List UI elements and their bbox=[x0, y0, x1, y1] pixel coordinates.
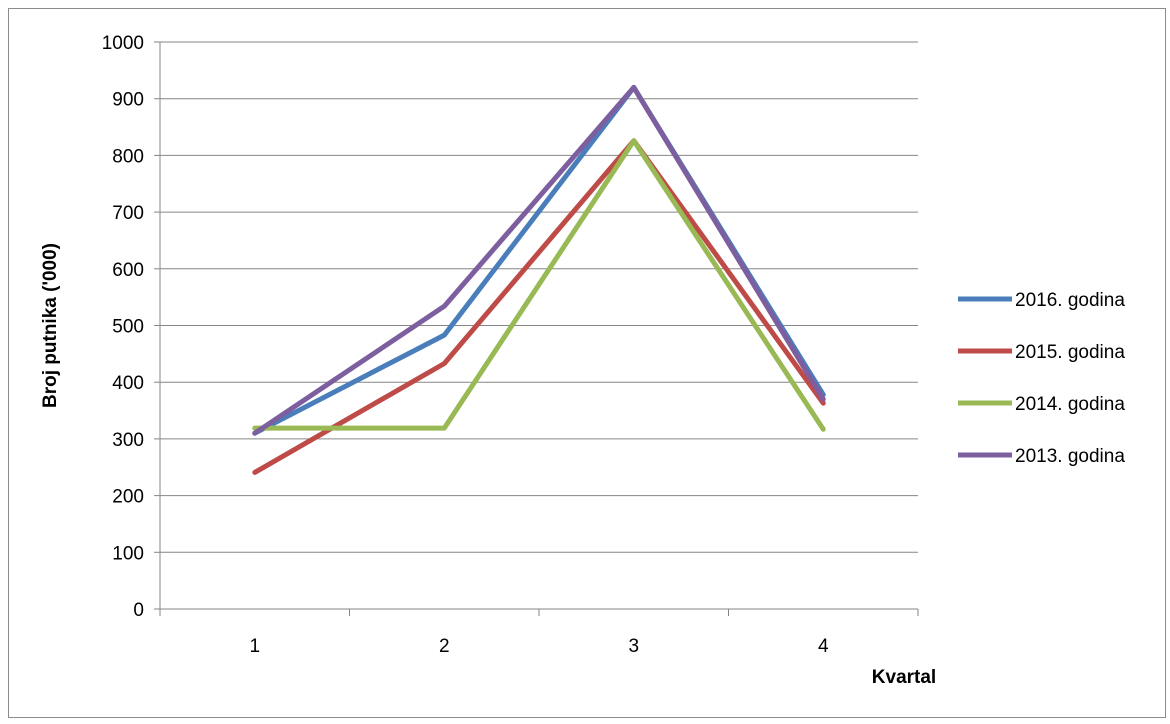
y-tick-label: 600 bbox=[112, 260, 144, 281]
gridlines bbox=[160, 41, 918, 553]
legend-label: 2014. godina bbox=[1015, 394, 1125, 415]
y-tick-label: 100 bbox=[112, 543, 144, 564]
y-tick-label: 400 bbox=[112, 373, 144, 394]
series-line-3 bbox=[252, 138, 826, 432]
y-tick-label: 300 bbox=[112, 430, 144, 451]
chart-frame bbox=[8, 8, 1166, 718]
y-tick-labels: 0 100 200 300 400 500 600 700 800 900 1000 bbox=[102, 33, 144, 621]
x-tick-label: 1 bbox=[249, 636, 260, 657]
series-line-2 bbox=[252, 138, 826, 475]
y-tick-label: 500 bbox=[112, 317, 144, 338]
series-lines bbox=[252, 84, 826, 475]
y-tick-label: 900 bbox=[112, 90, 144, 111]
series-line-4 bbox=[252, 84, 826, 436]
legend-label: 2016. godina bbox=[1015, 290, 1125, 311]
axes bbox=[154, 41, 919, 616]
y-tick-label: 1000 bbox=[102, 33, 144, 54]
y-tick-label: 700 bbox=[112, 203, 144, 224]
legend: 2016. godina 2015. godina 2014. godina 2013… bbox=[958, 290, 1125, 467]
y-tick-label: 0 bbox=[133, 600, 144, 621]
legend-label: 2015. godina bbox=[1015, 342, 1125, 363]
y-tick-label: 800 bbox=[112, 146, 144, 167]
x-tick-label: 3 bbox=[628, 636, 639, 657]
y-tick-label: 200 bbox=[112, 487, 144, 508]
y-axis-title: Broj putnika ('000) bbox=[40, 243, 61, 408]
legend-label: 2013. godina bbox=[1015, 446, 1125, 467]
x-axis-title: Kvartal bbox=[872, 667, 936, 688]
x-tick-label: 2 bbox=[439, 636, 450, 657]
x-tick-label: 4 bbox=[818, 636, 829, 657]
x-tick-labels: 1 2 3 4 bbox=[249, 636, 829, 657]
